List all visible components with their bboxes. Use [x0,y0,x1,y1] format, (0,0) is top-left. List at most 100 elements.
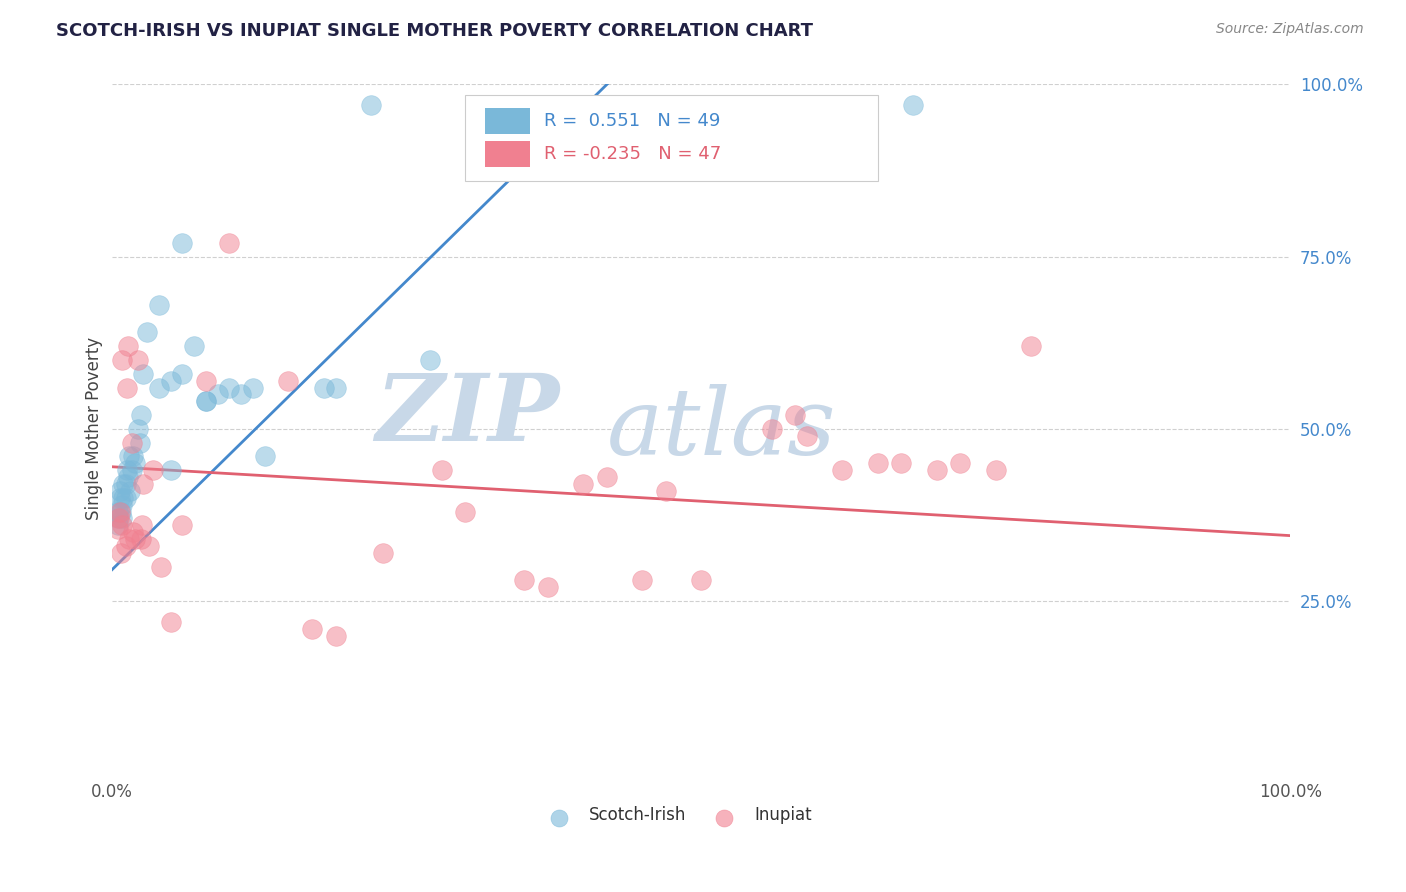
Point [129,532,152,546]
Point [131,518,153,533]
Point [1019,339,1042,353]
Point [108,504,131,518]
Point [772,98,794,112]
Point [631,98,654,112]
Point [150,559,173,574]
Point [107,511,129,525]
Text: R =  0.551   N = 49: R = 0.551 N = 49 [544,112,720,130]
Point [183,339,205,353]
Point [172,367,194,381]
Point [761,422,783,436]
Point [242,380,264,394]
Point [115,463,138,477]
Point [194,394,217,409]
Point [925,463,948,477]
Point [110,546,132,560]
Point [111,498,134,512]
Point [148,298,170,312]
Point [194,394,217,409]
Point [218,380,240,394]
Bar [485,108,530,134]
Point [148,380,170,394]
Point [132,477,155,491]
Point [277,374,299,388]
Point [595,98,617,112]
Point [325,380,347,394]
Point [713,811,735,825]
Point [866,456,889,470]
Point [136,326,159,340]
Point [207,387,229,401]
Point [142,463,165,477]
Point [796,429,818,443]
Point [114,539,136,553]
Point [114,477,136,491]
Point [172,518,194,533]
Point [112,491,135,505]
Point [231,387,253,401]
Point [430,463,453,477]
Point [371,546,394,560]
Point [419,353,441,368]
Point [107,504,129,518]
Point [360,98,382,112]
Point [901,98,924,112]
Text: Inupiat: Inupiat [754,805,811,823]
Point [159,374,181,388]
Point [159,463,181,477]
Point [172,235,194,250]
Point [831,463,853,477]
Point [537,580,560,594]
Point [108,483,131,498]
Text: ZIP: ZIP [375,370,560,460]
Point [949,456,972,470]
Point [513,574,536,588]
Point [108,491,131,505]
Point [301,622,323,636]
Point [124,532,146,546]
Point [454,504,477,518]
Point [132,367,155,381]
Point [121,450,143,464]
Point [121,463,143,477]
Point [115,380,138,394]
Point [118,532,141,546]
Point [112,477,135,491]
Point [785,408,807,422]
Text: R = -0.235   N = 47: R = -0.235 N = 47 [544,145,721,163]
Point [127,422,149,436]
Y-axis label: Single Mother Poverty: Single Mother Poverty [86,337,103,520]
Point [513,98,536,112]
Point [572,477,595,491]
Point [631,574,654,588]
Point [117,470,139,484]
Point [595,470,617,484]
Point [111,518,134,533]
Point [107,518,129,533]
Point [111,353,134,368]
Point [690,574,713,588]
Text: atlas: atlas [606,384,837,474]
Point [111,511,134,525]
Point [312,380,335,394]
Point [138,539,160,553]
Point [129,435,152,450]
Point [114,491,136,505]
Point [218,235,240,250]
Point [325,628,347,642]
Point [984,463,1007,477]
Point [107,511,129,525]
Point [110,504,132,518]
FancyBboxPatch shape [465,95,877,181]
Point [107,522,129,536]
Point [654,483,676,498]
Text: Scotch-Irish: Scotch-Irish [589,805,686,823]
Point [121,435,143,450]
Point [117,339,139,353]
Point [159,615,181,629]
Point [124,456,146,470]
Point [537,98,560,112]
Point [120,483,142,498]
Point [807,98,830,112]
Point [118,450,141,464]
